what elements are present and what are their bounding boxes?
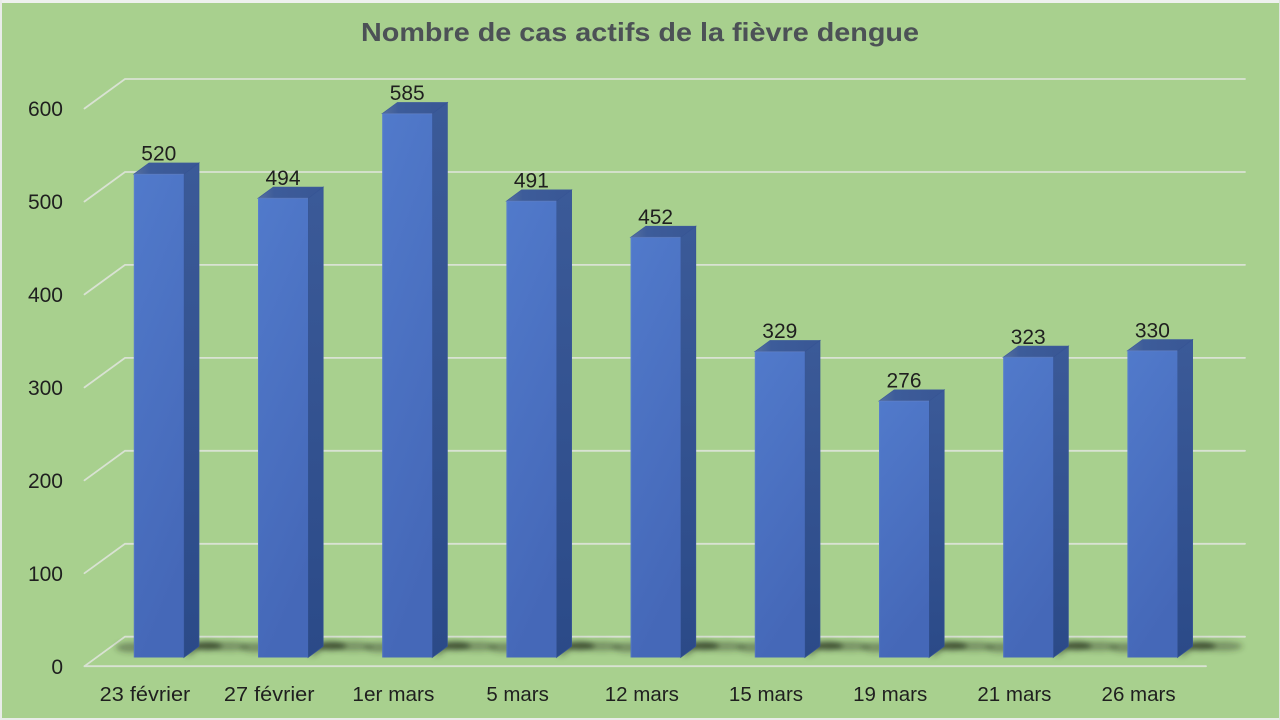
svg-text:323: 323: [1011, 325, 1046, 349]
svg-text:19 mars: 19 mars: [853, 684, 927, 706]
svg-text:400: 400: [28, 284, 63, 307]
svg-text:491: 491: [514, 169, 549, 193]
svg-text:Nombre de cas actifs de la fiè: Nombre de cas actifs de la fièvre dengue: [361, 17, 919, 47]
svg-text:21 mars: 21 mars: [977, 684, 1051, 706]
svg-text:300: 300: [28, 377, 63, 400]
svg-text:27 février: 27 février: [224, 684, 315, 706]
svg-text:1er mars: 1er mars: [352, 684, 434, 706]
svg-text:600: 600: [28, 98, 63, 121]
svg-text:500: 500: [28, 191, 63, 214]
svg-text:330: 330: [1135, 318, 1170, 342]
svg-text:26 mars: 26 mars: [1102, 684, 1176, 706]
svg-text:329: 329: [762, 319, 797, 343]
svg-text:12 mars: 12 mars: [605, 684, 679, 706]
svg-text:100: 100: [28, 563, 63, 586]
svg-text:5 mars: 5 mars: [486, 684, 549, 706]
svg-text:23 février: 23 février: [100, 684, 191, 706]
svg-text:452: 452: [638, 205, 673, 229]
svg-text:276: 276: [887, 369, 922, 393]
svg-text:520: 520: [141, 142, 176, 166]
svg-text:200: 200: [28, 470, 63, 493]
svg-text:0: 0: [51, 656, 63, 679]
svg-text:585: 585: [390, 81, 425, 105]
svg-text:494: 494: [266, 166, 301, 190]
svg-text:15 mars: 15 mars: [729, 684, 803, 706]
